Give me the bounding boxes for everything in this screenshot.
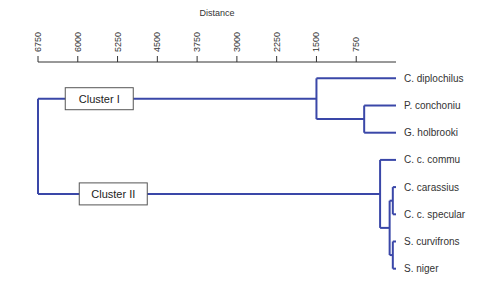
svg-text:S. curvifrons: S. curvifrons bbox=[404, 236, 460, 247]
svg-text:P. conchoniu: P. conchoniu bbox=[404, 100, 461, 111]
svg-text:Cluster II: Cluster II bbox=[91, 188, 135, 200]
svg-text:C. c. specular: C. c. specular bbox=[404, 209, 466, 220]
svg-text:C. carassius: C. carassius bbox=[404, 182, 459, 193]
svg-text:1500: 1500 bbox=[311, 32, 321, 52]
svg-text:3750: 3750 bbox=[192, 32, 202, 52]
svg-text:C. diplochilus: C. diplochilus bbox=[404, 73, 463, 84]
svg-text:2250: 2250 bbox=[272, 32, 282, 52]
svg-text:3000: 3000 bbox=[232, 32, 242, 52]
svg-text:6000: 6000 bbox=[73, 32, 83, 52]
svg-text:750: 750 bbox=[351, 37, 361, 52]
svg-text:G. holbrooki: G. holbrooki bbox=[404, 127, 458, 138]
svg-text:S. niger: S. niger bbox=[404, 263, 439, 274]
svg-text:Cluster I: Cluster I bbox=[79, 93, 120, 105]
svg-text:Distance: Distance bbox=[199, 8, 234, 18]
svg-text:C. c. commu: C. c. commu bbox=[404, 154, 460, 165]
svg-text:4500: 4500 bbox=[152, 32, 162, 52]
svg-text:6750: 6750 bbox=[33, 32, 43, 52]
svg-text:5250: 5250 bbox=[113, 32, 123, 52]
